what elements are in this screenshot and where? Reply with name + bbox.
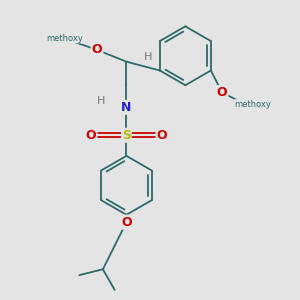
Text: O: O	[92, 44, 102, 56]
Text: methoxy: methoxy	[235, 100, 272, 109]
Text: O: O	[121, 216, 132, 229]
Text: H: H	[144, 52, 153, 62]
Text: methoxy: methoxy	[46, 34, 83, 43]
Text: O: O	[157, 129, 167, 142]
Text: H: H	[97, 96, 106, 106]
Text: O: O	[86, 129, 96, 142]
Text: O: O	[217, 86, 227, 99]
Text: S: S	[122, 129, 131, 142]
Text: N: N	[121, 101, 132, 114]
